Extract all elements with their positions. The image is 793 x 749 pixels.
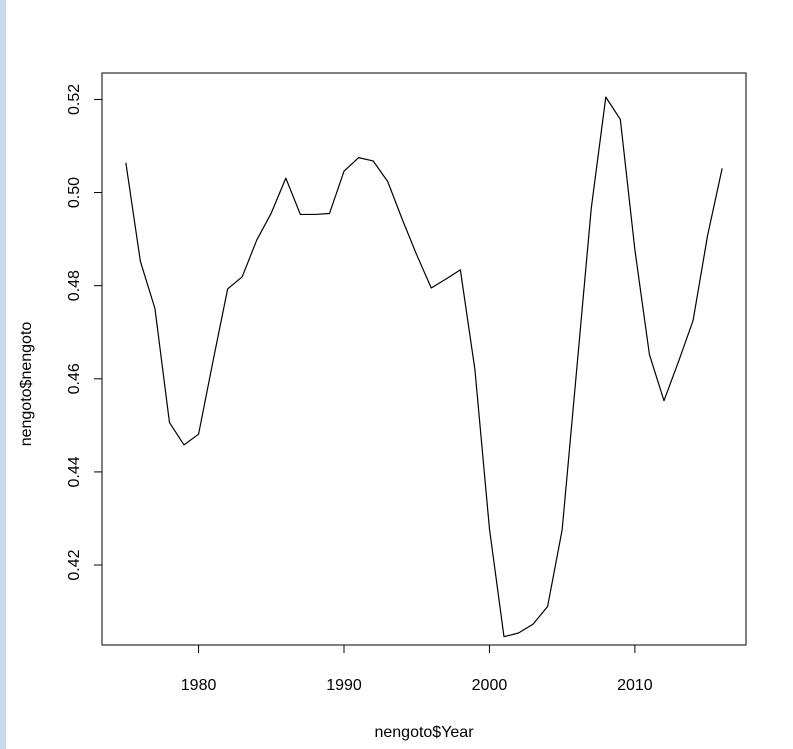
series-line-0	[125, 96, 723, 638]
x-tick-label: 2000	[472, 677, 508, 694]
y-tick-label: 0.50	[66, 177, 83, 208]
y-tick-label: 0.44	[66, 456, 83, 487]
y-axis-title: nengoto$nengoto	[18, 322, 35, 447]
x-tick-label: 1980	[181, 677, 217, 694]
y-tick-label: 0.48	[66, 270, 83, 301]
x-tick-label: 1990	[326, 677, 362, 694]
x-axis-title: nengoto$Year	[374, 724, 474, 741]
plot-frame	[101, 72, 747, 646]
x-tick-label: 2010	[617, 677, 653, 694]
y-tick-label: 0.42	[66, 549, 83, 580]
window-edge-strip	[0, 0, 6, 749]
y-tick-label: 0.52	[66, 84, 83, 115]
y-tick-label: 0.46	[66, 363, 83, 394]
